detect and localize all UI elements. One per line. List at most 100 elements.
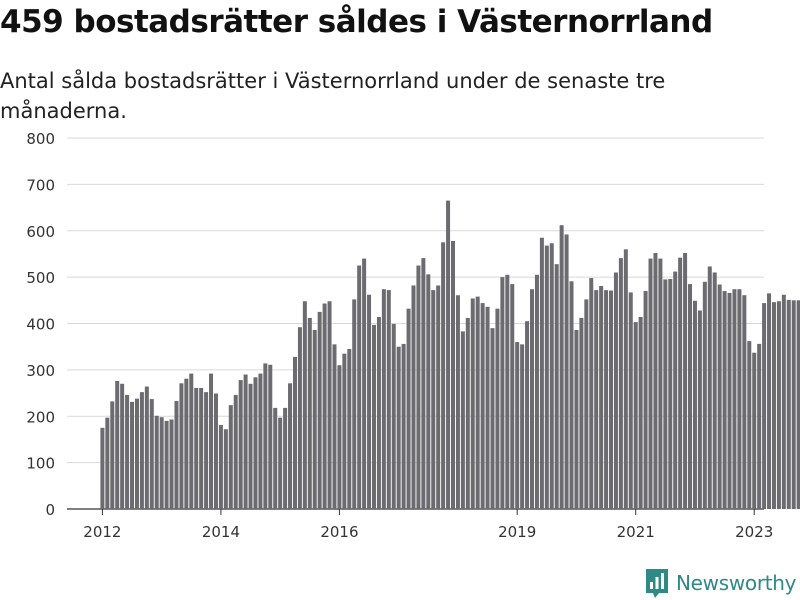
bar bbox=[391, 323, 396, 509]
bar bbox=[278, 417, 283, 509]
bar bbox=[618, 258, 623, 509]
bar bbox=[386, 290, 391, 509]
bar bbox=[248, 383, 253, 509]
bar bbox=[342, 353, 347, 509]
bar bbox=[322, 303, 327, 509]
bar bbox=[337, 365, 342, 509]
bar bbox=[332, 344, 337, 509]
y-tick-label: 200 bbox=[26, 408, 55, 426]
bar bbox=[638, 317, 643, 509]
bar bbox=[648, 258, 653, 509]
bar bbox=[213, 393, 218, 509]
bar bbox=[243, 374, 248, 509]
newsworthy-logo-text: Newsworthy bbox=[676, 571, 797, 595]
bar bbox=[510, 284, 515, 509]
bar bbox=[406, 308, 411, 509]
bar bbox=[762, 303, 767, 509]
bar bbox=[268, 364, 273, 509]
bar bbox=[569, 281, 574, 509]
bar bbox=[258, 373, 263, 509]
bar bbox=[164, 420, 169, 509]
bar bbox=[643, 291, 648, 509]
bar bbox=[589, 278, 594, 509]
bar bbox=[347, 349, 352, 509]
bar bbox=[544, 245, 549, 509]
bar bbox=[105, 417, 110, 509]
bar bbox=[707, 266, 712, 509]
bar bbox=[159, 417, 164, 509]
bar bbox=[485, 306, 490, 509]
bar bbox=[776, 301, 781, 509]
bar bbox=[228, 405, 233, 509]
bar bbox=[579, 317, 584, 509]
bar bbox=[204, 392, 209, 509]
bar bbox=[174, 400, 179, 509]
bar bbox=[317, 311, 322, 509]
bar bbox=[426, 274, 431, 509]
bar bbox=[288, 383, 293, 509]
bar bbox=[396, 346, 401, 509]
bar bbox=[367, 294, 372, 509]
bar bbox=[732, 289, 737, 509]
bar bbox=[742, 295, 747, 509]
x-tick-label: 2016 bbox=[320, 523, 358, 541]
bar bbox=[312, 329, 317, 509]
bar bbox=[692, 300, 697, 509]
bar bbox=[752, 352, 757, 509]
bar bbox=[184, 378, 189, 509]
bar bbox=[747, 341, 752, 509]
y-tick-label: 800 bbox=[26, 130, 55, 148]
bar bbox=[357, 265, 362, 509]
bar bbox=[233, 394, 238, 509]
bar bbox=[688, 284, 693, 509]
bar bbox=[702, 281, 707, 509]
bar bbox=[371, 324, 376, 509]
bar bbox=[717, 284, 722, 509]
bar bbox=[223, 429, 228, 509]
bar bbox=[584, 299, 589, 509]
bar bbox=[149, 399, 154, 509]
bar bbox=[683, 253, 688, 509]
bar bbox=[125, 394, 130, 509]
bar bbox=[727, 292, 732, 509]
bar bbox=[495, 308, 500, 509]
bar bbox=[253, 377, 258, 509]
bar bbox=[539, 237, 544, 510]
bar bbox=[297, 327, 302, 509]
bar bbox=[416, 265, 421, 509]
bar bbox=[169, 419, 174, 509]
y-tick-label: 300 bbox=[26, 362, 55, 380]
bar bbox=[110, 401, 115, 509]
bar bbox=[327, 301, 332, 509]
bar bbox=[376, 317, 381, 509]
bar bbox=[554, 264, 559, 509]
bar bbox=[500, 277, 505, 509]
bar bbox=[771, 302, 776, 509]
bar bbox=[209, 373, 214, 509]
bar bbox=[460, 331, 465, 509]
bar bbox=[475, 296, 480, 509]
bar bbox=[767, 293, 772, 509]
bar bbox=[436, 285, 441, 509]
bar bbox=[564, 234, 569, 509]
bar bbox=[470, 298, 475, 509]
bar bbox=[525, 321, 530, 509]
y-tick-label: 700 bbox=[26, 176, 55, 194]
bar bbox=[712, 272, 717, 509]
bar bbox=[189, 373, 194, 509]
bar bbox=[609, 290, 614, 509]
x-tick-label: 2023 bbox=[735, 523, 773, 541]
newsworthy-logo: Newsworthy bbox=[644, 566, 797, 600]
bar bbox=[559, 225, 564, 509]
y-tick-label: 0 bbox=[45, 501, 55, 519]
bar bbox=[455, 295, 460, 509]
bar bbox=[115, 381, 120, 509]
bar bbox=[292, 356, 297, 509]
bar bbox=[238, 380, 243, 509]
bar bbox=[307, 317, 312, 509]
bar bbox=[791, 300, 796, 509]
bar bbox=[421, 258, 426, 509]
x-tick-label: 2014 bbox=[202, 523, 240, 541]
bar bbox=[613, 272, 618, 509]
bar bbox=[599, 285, 604, 509]
